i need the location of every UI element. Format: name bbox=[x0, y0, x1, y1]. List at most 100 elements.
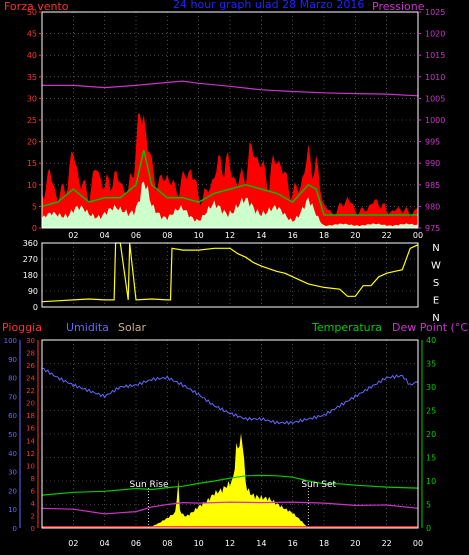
rain-tick-label: 8 bbox=[31, 475, 35, 483]
rain-tick-label: 24 bbox=[26, 375, 35, 383]
rain-tick-label: 0 bbox=[31, 525, 35, 533]
compass-letter: W bbox=[431, 261, 441, 272]
x-tick-label: 12 bbox=[225, 539, 235, 548]
wind-x-axis: 02 04 06 08 10 12 14 16 18 20 22 00 bbox=[68, 231, 423, 240]
direction-tick-label: 180 bbox=[23, 271, 38, 280]
rain-axis-label: Pioggia bbox=[2, 321, 42, 334]
wind-tick-label: 20 bbox=[27, 138, 37, 147]
wind-tick-label: 30 bbox=[27, 94, 37, 103]
direction-left-axis: 0 90 180 270 360 bbox=[23, 239, 38, 312]
pressure-tick-label: 985 bbox=[425, 181, 440, 190]
wind-gust-series bbox=[42, 181, 418, 228]
wind-left-axis: 0 5 10 15 20 25 30 35 40 45 50 bbox=[27, 8, 42, 233]
wind-tick-label: 40 bbox=[27, 51, 37, 60]
solar-series bbox=[148, 433, 309, 528]
humidity-axis: 0 10 20 30 40 50 60 70 80 90 100 bbox=[4, 337, 17, 533]
rain-tick-label: 12 bbox=[26, 450, 35, 458]
compass-letter: N bbox=[432, 313, 439, 324]
humidity-series bbox=[41, 367, 419, 426]
temperature-tick-label: 5 bbox=[426, 501, 431, 510]
compass-letter: E bbox=[433, 296, 439, 307]
wind-right-axis: 975 980 985 990 995 1000 1005 1010 1015 1020 1025 bbox=[418, 8, 445, 233]
weather-frame bbox=[41, 339, 419, 529]
rain-tick-label: 4 bbox=[31, 500, 36, 508]
rain-tick-label: 10 bbox=[26, 462, 35, 470]
x-tick-label: 02 bbox=[68, 539, 78, 548]
x-tick-label: 10 bbox=[194, 231, 204, 240]
x-tick-label: 16 bbox=[288, 539, 298, 548]
humidity-tick-label: 90 bbox=[8, 356, 17, 364]
wind-tick-label: 10 bbox=[27, 181, 37, 190]
rain-tick-label: 14 bbox=[26, 437, 35, 445]
chart-title: 24 hour graph ulad 28 Marzo 2016 bbox=[173, 0, 364, 11]
humidity-tick-label: 30 bbox=[8, 469, 17, 477]
x-tick-label: 18 bbox=[319, 539, 329, 548]
rain-tick-label: 6 bbox=[31, 487, 36, 495]
dewpoint-series bbox=[41, 501, 419, 515]
x-tick-label: 08 bbox=[162, 539, 172, 548]
temperature-axis-label: Temperatura bbox=[311, 321, 382, 334]
x-tick-label: 04 bbox=[100, 539, 110, 548]
rain-tick-label: 22 bbox=[26, 387, 35, 395]
direction-tick-label: 360 bbox=[23, 239, 38, 248]
wind-tick-label: 45 bbox=[27, 30, 37, 39]
x-tick-label: 00 bbox=[413, 539, 423, 548]
pressure-tick-label: 1025 bbox=[425, 8, 445, 17]
x-tick-label: 18 bbox=[319, 231, 329, 240]
rain-tick-label: 18 bbox=[26, 412, 35, 420]
temperature-tick-label: 25 bbox=[426, 407, 436, 416]
wind-tick-label: 25 bbox=[27, 116, 37, 125]
rain-tick-label: 2 bbox=[31, 512, 35, 520]
solar-label: Solar bbox=[118, 321, 147, 334]
temperature-series bbox=[41, 474, 419, 496]
x-tick-label: 00 bbox=[413, 231, 423, 240]
x-tick-label: 10 bbox=[194, 539, 204, 548]
temperature-tick-label: 15 bbox=[426, 454, 436, 463]
x-tick-label: 08 bbox=[162, 231, 172, 240]
compass-letter: N bbox=[432, 243, 439, 254]
humidity-tick-label: 10 bbox=[8, 506, 17, 514]
rain-tick-label: 30 bbox=[26, 337, 35, 345]
humidity-tick-label: 70 bbox=[8, 393, 17, 401]
temperature-tick-label: 10 bbox=[426, 477, 436, 486]
humidity-tick-label: 0 bbox=[13, 525, 17, 533]
temperature-axis: 0 5 10 15 20 25 30 35 40 bbox=[426, 336, 436, 533]
wind-tick-label: 50 bbox=[27, 8, 37, 17]
humidity-tick-label: 40 bbox=[8, 450, 17, 458]
direction-tick-label: 90 bbox=[28, 287, 38, 296]
humidity-axis-label: Umidita bbox=[66, 321, 109, 334]
wind-series bbox=[41, 80, 419, 228]
rain-tick-label: 26 bbox=[26, 362, 35, 370]
pressure-tick-label: 1020 bbox=[425, 30, 445, 39]
humidity-tick-label: 100 bbox=[4, 337, 17, 345]
x-tick-label: 22 bbox=[382, 231, 392, 240]
humidity-tick-label: 80 bbox=[8, 375, 17, 383]
pressure-tick-label: 1000 bbox=[425, 116, 445, 125]
wind-tick-label: 0 bbox=[32, 224, 37, 233]
dewpoint-axis-label: Dew Point (°C) bbox=[392, 321, 469, 334]
compass-letter: S bbox=[433, 278, 439, 289]
x-tick-label: 06 bbox=[131, 539, 141, 548]
weather-panel: Pioggia Umidita Solar Temperatura Dew Po… bbox=[2, 321, 469, 548]
wind-tick-label: 15 bbox=[27, 159, 37, 168]
wind-tick-label: 35 bbox=[27, 73, 37, 82]
pressure-series bbox=[42, 80, 419, 97]
wind-avg-series bbox=[41, 150, 418, 216]
pressure-tick-label: 980 bbox=[425, 202, 440, 211]
humidity-tick-label: 60 bbox=[8, 412, 17, 420]
x-tick-label: 14 bbox=[256, 231, 266, 240]
temperature-tick-label: 30 bbox=[426, 383, 436, 392]
rain-tick-label: 20 bbox=[26, 400, 35, 408]
wind-axis-label: Forza vento bbox=[4, 0, 69, 13]
sunrise-label: Sun Rise bbox=[130, 480, 169, 490]
humidity-tick-label: 20 bbox=[8, 487, 17, 495]
weather-series bbox=[41, 367, 419, 529]
x-tick-label: 14 bbox=[256, 539, 266, 548]
rain-tick-label: 28 bbox=[26, 350, 35, 358]
temperature-tick-label: 40 bbox=[426, 336, 436, 345]
temperature-tick-label: 35 bbox=[426, 360, 436, 369]
